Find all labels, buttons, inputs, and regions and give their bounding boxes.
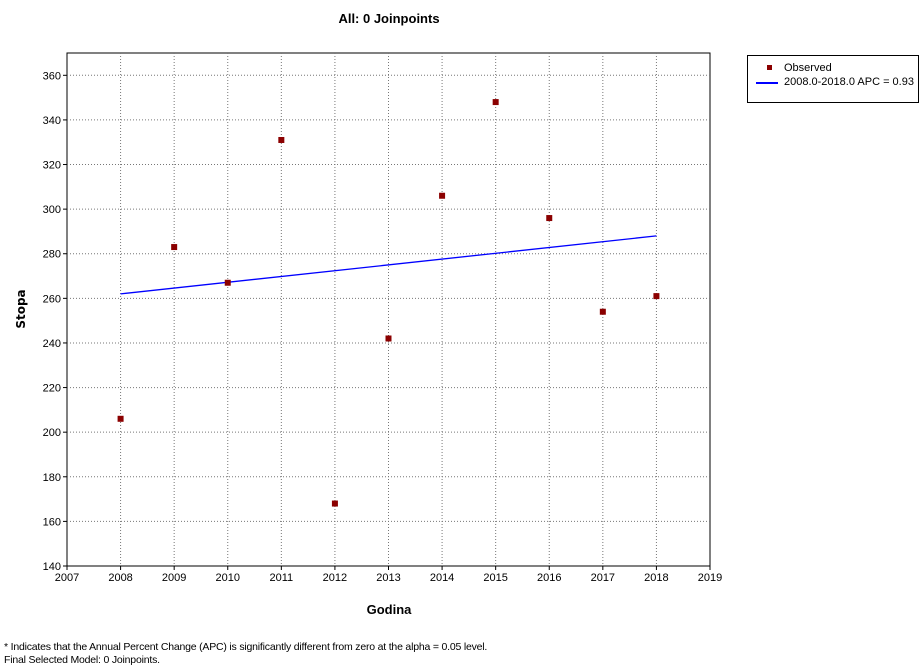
y-tick-label: 260 [43,293,61,305]
observed-point [171,244,178,251]
y-tick-label: 360 [43,70,61,82]
observed-point [331,500,338,507]
y-tick-label: 140 [43,561,61,573]
y-axis: 140 160 180 200 220 240 260 280 300 320 340 360 [43,70,67,573]
y-tick-label: 340 [43,115,61,127]
legend-label-observed: Observed [784,62,832,74]
y-tick-label: 320 [43,160,61,172]
footnote-apc: * Indicates that the Annual Percent Chan… [4,641,488,653]
legend-label-apc: 2008.0-2018.0 APC = 0.93 [784,76,914,88]
y-tick-label: 240 [43,338,61,350]
y-tick-label: 300 [43,204,61,216]
observed-point [546,215,553,222]
observed-point [278,136,285,143]
x-tick-label: 2017 [591,572,615,584]
x-tick-label: 2011 [270,572,294,584]
x-tick-label: 2009 [162,572,186,584]
chart-title: All: 0 Joinpoints [338,11,439,26]
x-tick-label: 2018 [644,572,668,584]
y-tick-label: 180 [43,472,61,484]
x-tick-label: 2013 [376,572,400,584]
plot-area [66,52,711,567]
x-tick-label: 2010 [216,572,240,584]
observed-point [385,335,392,342]
x-tick-label: 2014 [430,572,454,584]
x-tick-label: 2007 [55,572,79,584]
y-tick-label: 220 [43,383,61,395]
legend-marker-line [756,82,778,84]
x-tick-label: 2015 [483,572,507,584]
series [117,99,660,507]
observed-point [599,308,606,315]
observed-point [492,99,499,106]
footnote-model: Final Selected Model: 0 Joinpoints. [4,654,160,666]
x-tick-label: 2019 [698,572,722,584]
observed-point [439,192,446,199]
legend-marker-square [767,65,772,70]
grid [67,53,710,566]
x-axis-label: Godina [367,602,413,617]
y-tick-label: 200 [43,427,61,439]
y-tick-label: 280 [43,249,61,261]
observed-point [117,415,124,422]
y-tick-label: 160 [43,516,61,528]
observed-point [224,279,231,286]
apc-fit-line [120,235,657,295]
legend: Observed 2008.0-2018.0 APC = 0.93 [747,55,919,103]
y-axis-label: Stopa [14,289,28,328]
x-tick-label: 2008 [108,572,132,584]
x-tick-label: 2012 [323,572,347,584]
observed-point [653,293,660,300]
x-axis: 2007 2008 2009 2010 2011 2012 2013 2014 2015 2016… [55,566,722,584]
x-tick-label: 2016 [537,572,561,584]
